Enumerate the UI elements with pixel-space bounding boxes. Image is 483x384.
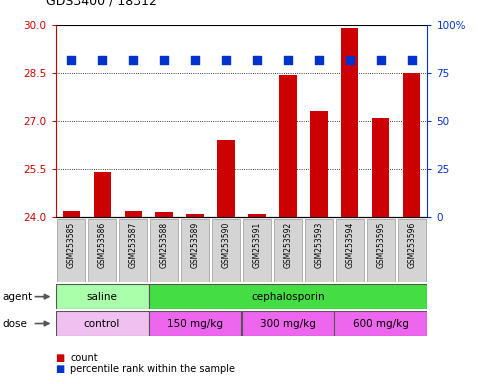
Bar [213,219,240,282]
Bar [119,219,147,282]
Bar [242,311,334,336]
Bar [56,284,149,309]
Text: GDS3400 / 18312: GDS3400 / 18312 [46,0,157,8]
Point [98,56,106,63]
Text: percentile rank within the sample: percentile rank within the sample [70,364,235,374]
Bar [217,140,235,217]
Bar [341,28,358,217]
Bar [398,219,426,282]
Point [377,56,385,63]
Point [408,56,416,63]
Bar [243,219,270,282]
Bar [57,219,85,282]
Bar [305,219,333,282]
Bar [94,172,111,217]
Point [222,56,230,63]
Text: GSM253586: GSM253586 [98,222,107,268]
Bar [150,219,178,282]
Text: GSM253596: GSM253596 [408,222,416,268]
Bar [88,219,115,282]
Text: count: count [70,353,98,363]
Point [315,56,323,63]
Point [253,56,261,63]
Bar [186,214,203,217]
Text: 300 mg/kg: 300 mg/kg [260,318,316,329]
Text: 150 mg/kg: 150 mg/kg [167,318,223,329]
Text: ■: ■ [56,364,65,374]
Text: GSM253588: GSM253588 [159,222,169,268]
Text: GSM253595: GSM253595 [376,222,385,268]
Bar [336,219,364,282]
Text: GSM253589: GSM253589 [190,222,199,268]
Text: saline: saline [86,291,117,302]
Bar [182,219,209,282]
Point [284,56,292,63]
Text: ■: ■ [56,353,65,363]
Bar [56,311,149,336]
Bar [62,210,80,217]
Point [191,56,199,63]
Bar [403,73,421,217]
Text: GSM253590: GSM253590 [222,222,230,268]
Bar [248,214,266,217]
Text: cephalosporin: cephalosporin [251,291,325,302]
Text: GSM253593: GSM253593 [314,222,324,268]
Bar [125,210,142,217]
Point [67,56,75,63]
Point [160,56,168,63]
Bar [368,219,395,282]
Text: GSM253594: GSM253594 [345,222,355,268]
Text: GSM253587: GSM253587 [128,222,138,268]
Bar [311,111,327,217]
Bar [372,118,389,217]
Bar [156,212,172,217]
Bar [334,311,427,336]
Bar [280,74,297,217]
Point [129,56,137,63]
Text: control: control [84,318,120,329]
Text: GSM253591: GSM253591 [253,222,261,268]
Bar [274,219,301,282]
Point [346,56,354,63]
Bar [149,311,242,336]
Text: GSM253592: GSM253592 [284,222,293,268]
Text: agent: agent [2,291,32,302]
Text: GSM253585: GSM253585 [67,222,75,268]
Bar [149,284,427,309]
Text: 600 mg/kg: 600 mg/kg [353,318,409,329]
Text: dose: dose [2,318,28,329]
